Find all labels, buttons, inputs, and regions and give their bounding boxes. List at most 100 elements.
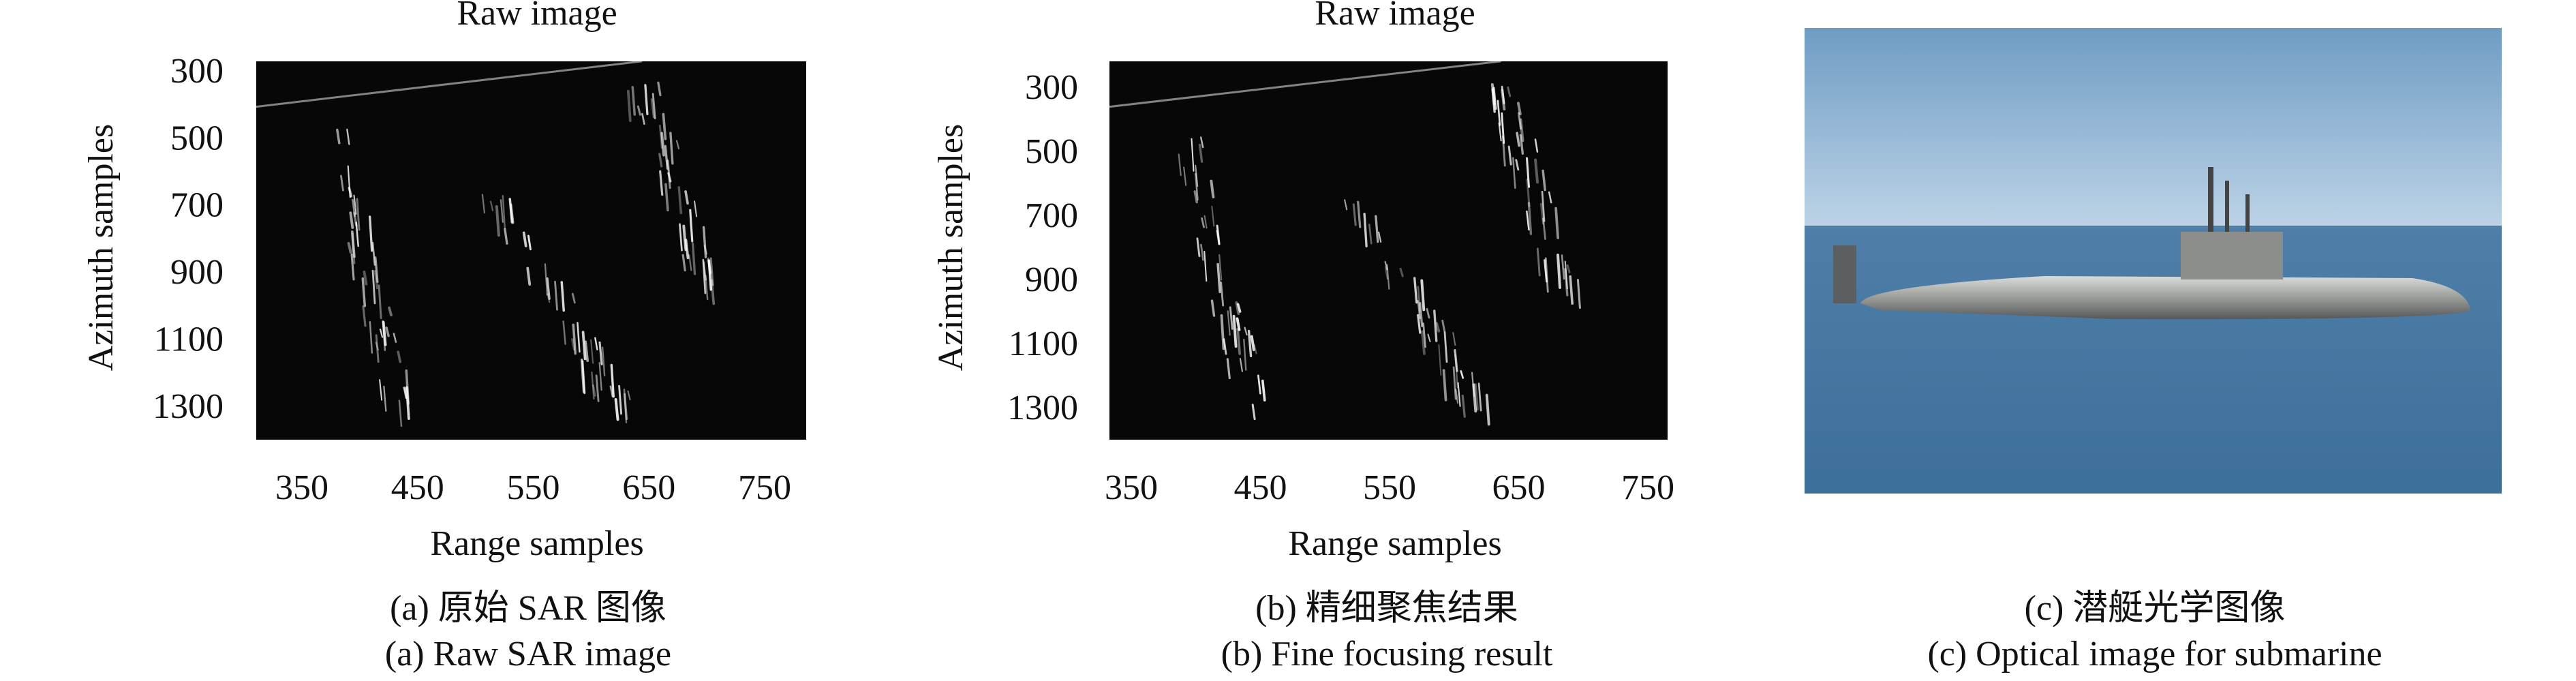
streak <box>369 321 373 354</box>
streak <box>1251 404 1256 421</box>
streak <box>1419 302 1424 328</box>
x-tick-label: 450 <box>1234 468 1287 507</box>
streak <box>1512 157 1516 189</box>
streak <box>675 140 680 150</box>
streak <box>610 363 615 398</box>
streak <box>378 284 382 320</box>
streak <box>623 389 628 423</box>
streak <box>1433 309 1438 342</box>
y-tick-label: 700 <box>1025 196 1078 235</box>
optical-image <box>1805 28 2502 494</box>
streak <box>1211 205 1215 227</box>
x-tick-label: 350 <box>275 468 328 507</box>
x-tick-label: 650 <box>622 468 675 507</box>
streak <box>1236 317 1241 331</box>
streak <box>526 267 532 286</box>
streak <box>650 98 655 119</box>
streak <box>1384 260 1388 271</box>
y-tick-label: 1100 <box>154 320 224 359</box>
streak <box>336 128 341 145</box>
y-tick-label: 300 <box>170 52 224 91</box>
streak <box>481 194 485 214</box>
streak <box>664 145 669 170</box>
streak <box>504 228 508 245</box>
streak <box>383 385 387 412</box>
streak <box>1557 254 1561 289</box>
streak <box>1474 383 1479 411</box>
streak <box>591 372 595 400</box>
streak <box>546 277 551 300</box>
streak <box>710 279 716 305</box>
streak <box>1485 393 1490 426</box>
streak <box>1422 322 1426 348</box>
streak <box>618 384 623 415</box>
streak <box>659 170 664 196</box>
streak <box>598 361 602 391</box>
streak <box>626 89 632 122</box>
streak <box>641 112 645 125</box>
streak <box>1544 257 1549 293</box>
streak <box>1554 207 1559 239</box>
streak <box>1378 231 1382 243</box>
streak <box>363 270 368 286</box>
streak <box>356 198 361 231</box>
streak <box>684 239 690 260</box>
streak <box>1201 217 1205 228</box>
streak <box>667 172 672 183</box>
streak <box>349 211 354 229</box>
streak <box>577 322 581 353</box>
streak <box>1542 169 1546 192</box>
streak <box>677 186 682 215</box>
streak <box>255 60 643 108</box>
streak <box>1261 379 1266 402</box>
streak <box>1460 370 1465 379</box>
streak <box>398 399 403 427</box>
streak <box>1526 178 1531 207</box>
streak <box>388 306 393 317</box>
streak <box>1232 314 1238 348</box>
caption-cn: (b) 精细聚焦结果 <box>1255 589 1518 628</box>
streak <box>1526 210 1530 231</box>
streak <box>581 331 587 361</box>
streak <box>1471 372 1475 397</box>
streak <box>669 132 674 165</box>
x-tick-label: 550 <box>507 468 560 507</box>
x-tick-label: 650 <box>1492 468 1546 507</box>
streak <box>382 320 387 346</box>
streak <box>1534 158 1539 184</box>
streak <box>707 259 712 274</box>
streak <box>1515 159 1520 171</box>
streak <box>1421 330 1426 355</box>
streak <box>340 175 344 192</box>
streak <box>631 86 637 116</box>
streak <box>1542 217 1546 240</box>
streak <box>651 93 656 120</box>
streak <box>1539 202 1545 225</box>
streak <box>1518 112 1522 130</box>
streak <box>1236 328 1242 355</box>
x-tick-label: 450 <box>391 468 444 507</box>
streak <box>702 226 707 258</box>
streak <box>1244 327 1248 336</box>
y-tick-label: 500 <box>170 119 224 157</box>
streak <box>379 379 383 401</box>
streak <box>362 305 367 327</box>
streak <box>347 241 352 254</box>
streak <box>694 200 698 217</box>
streak <box>1229 306 1233 330</box>
streak <box>571 292 576 304</box>
streak <box>495 205 500 237</box>
streak <box>658 153 663 168</box>
streak <box>1541 190 1546 222</box>
streak <box>598 341 603 365</box>
caption-cn: (c) 潜艇光学图像 <box>2025 589 2286 628</box>
y-tick-label: 300 <box>1025 68 1078 107</box>
caption-en: (a) Raw SAR image <box>385 635 671 674</box>
streak <box>658 124 663 149</box>
streak <box>371 241 376 266</box>
streak <box>371 269 376 305</box>
streak <box>689 209 694 243</box>
x-tick-label: 750 <box>738 468 791 507</box>
streak <box>1200 243 1204 261</box>
